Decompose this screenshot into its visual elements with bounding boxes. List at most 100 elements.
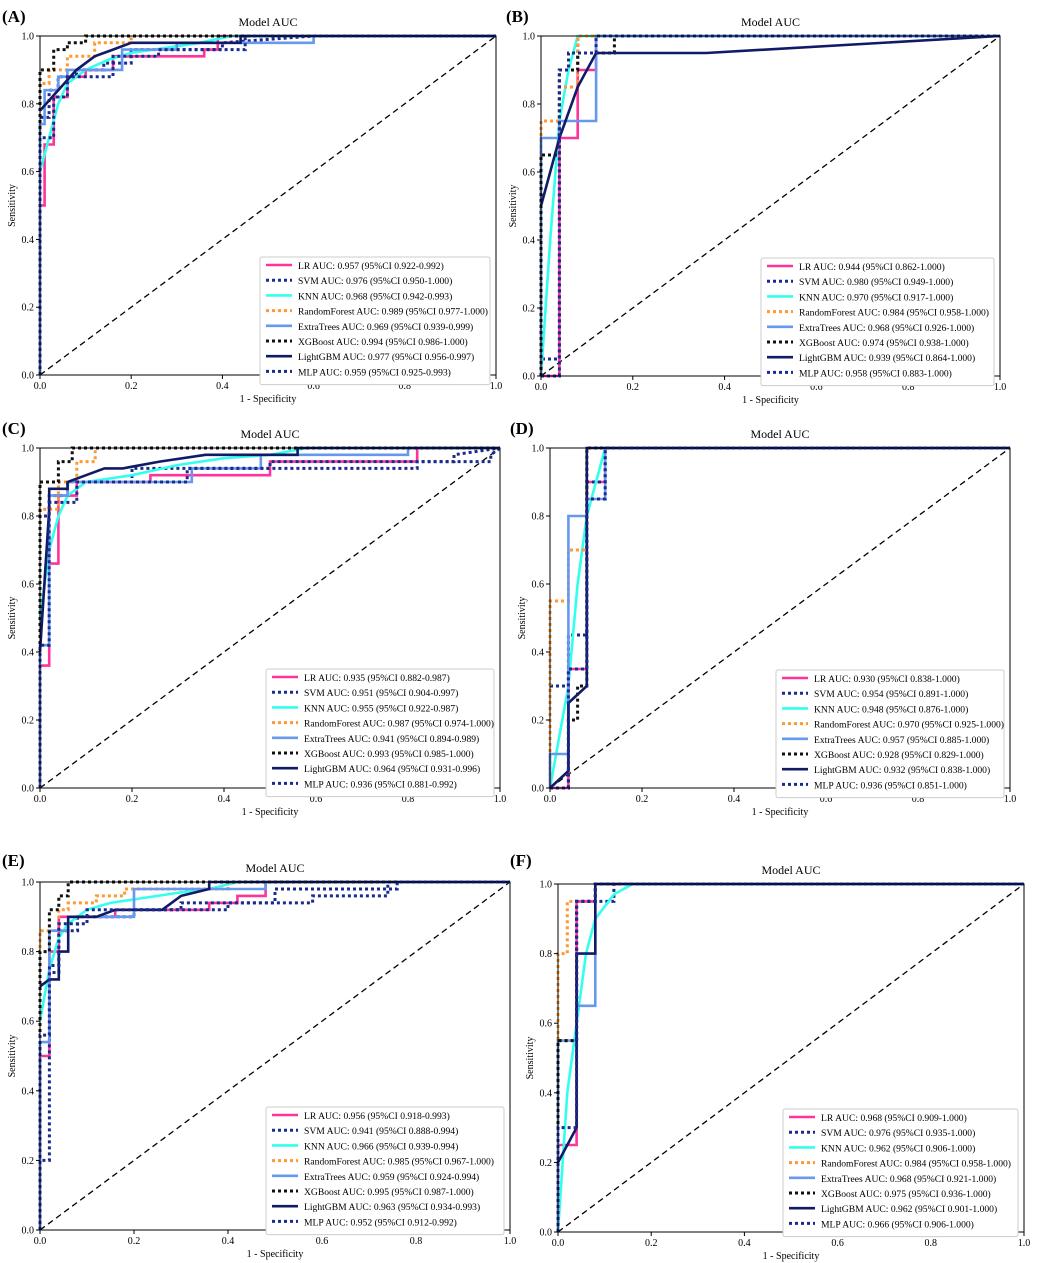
- roc-curve-lightgbm: [39, 880, 510, 988]
- x-tick-label: 0.0: [34, 381, 47, 392]
- x-tick-label: 0.6: [307, 381, 320, 392]
- legend-entry: KNN AUC: 0.962 (95%CI 0.906-1.000): [821, 1143, 975, 1154]
- y-tick-label: 0.8: [22, 512, 35, 523]
- roc-curve-mlp: [38, 34, 496, 375]
- roc-curve-mlp: [541, 34, 1000, 378]
- x-tick-label: 1.0: [490, 381, 503, 392]
- roc-curve-mlp: [550, 446, 1010, 790]
- legend-entry: LR AUC: 0.957 (95%CI 0.922-0.992): [298, 261, 444, 272]
- roc-curve-knn: [38, 34, 496, 172]
- legend-entry: XGBoost AUC: 0.975 (95%CI 0.936-1.000): [821, 1189, 991, 1200]
- x-tick-label: 0.2: [645, 1238, 658, 1249]
- y-axis-label: Sensitivity: [508, 185, 519, 228]
- legend-entry: LightGBM AUC: 0.939 (95%CI 0.864-1.000): [799, 353, 975, 364]
- y-tick-label: 1.0: [22, 444, 35, 455]
- x-tick-label: 0.8: [912, 794, 925, 805]
- roc-curve-svm: [548, 446, 1010, 788]
- legend-entry: KNN AUC: 0.968 (95%CI 0.942-0.993): [298, 291, 452, 302]
- y-tick-label: 0.8: [22, 99, 35, 110]
- roc-curve-knn: [556, 882, 1024, 1233]
- y-tick-label: 0.2: [523, 304, 536, 315]
- x-tick-label: 0.0: [535, 382, 548, 393]
- legend-entry: ExtraTrees AUC: 0.969 (95%CI 0.939-0.999…: [298, 322, 473, 333]
- y-tick-label: 0.0: [532, 784, 545, 795]
- legend: LR AUC: 0.930 (95%CI 0.838-1.000) SVM AUC…: [775, 669, 1005, 799]
- legend-entry: MLP AUC: 0.958 (95%CI 0.883-1.000): [799, 368, 952, 379]
- y-tick-label: 0.4: [540, 1088, 553, 1099]
- legend-entry: SVM AUC: 0.976 (95%CI 0.935-1.000): [821, 1128, 975, 1139]
- legend: LR AUC: 0.944 (95%CI 0.862-1.000) SVM AUC…: [760, 257, 995, 387]
- roc-panel-b: (B) Model AUC 0.0 0.2 0.4 0.6 0.8 1.0 0.0 0.2 0.4 0…: [506, 7, 1006, 406]
- y-tick-label: 0.2: [22, 303, 35, 314]
- legend-entry: LR AUC: 0.930 (95%CI 0.838-1.000): [814, 674, 960, 685]
- chance-diagonal: [549, 447, 1011, 789]
- y-tick-label: 0.6: [540, 1019, 553, 1030]
- y-tick-label: 0.2: [22, 716, 35, 727]
- y-tick-label: 0.4: [22, 1086, 35, 1097]
- chart-title: Model AUC: [741, 15, 800, 29]
- y-tick-label: 1.0: [523, 32, 536, 43]
- legend-entry: MLP AUC: 0.936 (95%CI 0.881-0.992): [304, 779, 457, 790]
- chance-diagonal: [39, 35, 497, 376]
- legend-entry: RandomForest AUC: 0.984 (95%CI 0.958-1.0…: [821, 1159, 1011, 1170]
- legend: LR AUC: 0.935 (95%CI 0.882-0.987) SVM AUC…: [265, 668, 495, 798]
- roc-curve-mlp: [38, 880, 510, 1230]
- legend-entry: ExtraTrees AUC: 0.959 (95%CI 0.924-0.994…: [304, 1172, 479, 1183]
- y-tick-label: 1.0: [532, 444, 545, 455]
- roc-curve-xgboost: [539, 34, 1000, 376]
- chart-title: Model AUC: [761, 863, 820, 877]
- x-tick-label: 0.8: [399, 381, 412, 392]
- legend-entry: RandomForest AUC: 0.984 (95%CI 0.958-1.0…: [799, 308, 989, 319]
- y-tick-label: 0.2: [532, 716, 545, 727]
- legend: LR AUC: 0.956 (95%CI 0.918-0.993) SVM AUC…: [265, 1106, 505, 1236]
- roc-panel-d: (D) Model AUC 0.0 0.2 0.4 0.6 0.8 1.0 0.0 0.2 0.4 0…: [510, 419, 1016, 818]
- x-tick-label: 1.0: [494, 794, 507, 805]
- legend-entry: ExtraTrees AUC: 0.968 (95%CI 0.926-1.000…: [799, 323, 974, 334]
- x-tick-label: 0.4: [738, 1238, 751, 1249]
- y-tick-label: 0.8: [540, 949, 553, 960]
- roc-curve-knn: [38, 446, 500, 619]
- x-tick-label: 0.0: [544, 794, 557, 805]
- legend-entry: MLP AUC: 0.936 (95%CI 0.851-1.000): [814, 780, 967, 791]
- legend-entry: RandomForest AUC: 0.970 (95%CI 0.925-1.0…: [814, 720, 1004, 731]
- y-tick-label: 0.0: [540, 1228, 553, 1239]
- roc-panel-f: (F) Model AUC 0.0 0.2 0.4 0.6 0.8 1.0 0.0 0.2 0.4 0…: [510, 851, 1030, 1262]
- x-tick-label: 0.4: [222, 1236, 235, 1247]
- x-tick-label: 0.2: [125, 381, 138, 392]
- y-tick-label: 0.6: [22, 167, 35, 178]
- legend-entry: XGBoost AUC: 0.974 (95%CI 0.938-1.000): [799, 338, 969, 349]
- x-tick-label: 0.2: [627, 382, 640, 393]
- roc-curve-lightgbm: [39, 34, 496, 112]
- y-tick-label: 0.4: [22, 648, 35, 659]
- legend-entry: XGBoost AUC: 0.993 (95%CI 0.985-1.000): [304, 749, 474, 760]
- y-tick-label: 0.6: [22, 1017, 35, 1028]
- y-axis-label: Sensitivity: [517, 597, 528, 640]
- x-tick-label: 0.8: [402, 794, 415, 805]
- legend-entry: SVM AUC: 0.941 (95%CI 0.888-0.994): [304, 1126, 458, 1137]
- y-tick-label: 0.0: [22, 371, 35, 382]
- panel-label: (D): [510, 419, 534, 438]
- legend-entry: LR AUC: 0.944 (95%CI 0.862-1.000): [799, 262, 945, 273]
- chance-diagonal: [39, 881, 511, 1231]
- y-tick-label: 0.8: [22, 947, 35, 958]
- legend-entry: ExtraTrees AUC: 0.941 (95%CI 0.894-0.989…: [304, 734, 479, 745]
- y-tick-label: 1.0: [22, 878, 35, 889]
- x-tick-label: 0.4: [216, 381, 229, 392]
- x-tick-label: 0.8: [410, 1236, 423, 1247]
- legend-entry: MLP AUC: 0.966 (95%CI 0.906-1.000): [821, 1219, 974, 1230]
- y-tick-label: 0.6: [523, 168, 536, 179]
- y-tick-label: 0.4: [22, 235, 35, 246]
- legend-entry: SVM AUC: 0.951 (95%CI 0.904-0.997): [304, 688, 458, 699]
- x-tick-label: 0.6: [316, 1236, 329, 1247]
- x-tick-label: 0.4: [218, 794, 231, 805]
- y-tick-label: 0.6: [22, 580, 35, 591]
- x-tick-label: 0.6: [820, 794, 833, 805]
- roc-panel-a: (A) Model AUC 0.0 0.2 0.4 0.6 0.8 1.0 0.0 0.2 0.4 0…: [2, 7, 502, 405]
- legend-entry: ExtraTrees AUC: 0.957 (95%CI 0.885-1.000…: [814, 735, 989, 746]
- y-tick-label: 1.0: [540, 880, 553, 891]
- legend-entry: KNN AUC: 0.955 (95%CI 0.922-0.987): [304, 703, 458, 714]
- x-tick-label: 0.2: [126, 794, 139, 805]
- legend-entry: LR AUC: 0.935 (95%CI 0.882-0.987): [304, 673, 450, 684]
- legend-entry: LightGBM AUC: 0.964 (95%CI 0.931-0.996): [304, 764, 480, 775]
